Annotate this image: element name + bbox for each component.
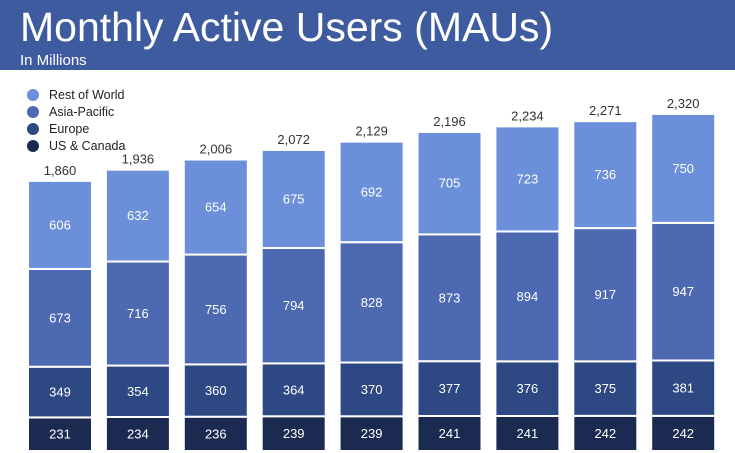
- bar-segment: [650, 359, 717, 417]
- data-label: 692: [361, 184, 383, 199]
- legend-label: Rest of World: [49, 87, 125, 102]
- bar-segment: [494, 125, 561, 233]
- bar-segment: [650, 112, 717, 224]
- header-banner: Monthly Active Users (MAUs) In Millions: [0, 0, 735, 70]
- bar-segment: [494, 414, 561, 452]
- data-label: 632: [127, 208, 149, 223]
- data-label: 756: [205, 302, 227, 317]
- legend-swatch: [27, 139, 39, 152]
- bar-segment: [104, 168, 171, 263]
- bar-segment: [104, 364, 171, 418]
- data-label: 654: [205, 200, 227, 215]
- data-label: 360: [205, 383, 227, 398]
- data-label: 364: [283, 382, 305, 397]
- bar-segment: [416, 233, 483, 363]
- data-label: 716: [127, 306, 149, 321]
- legend-item-us-canada: US & Canada: [27, 137, 125, 154]
- bar-segment: [182, 363, 249, 418]
- data-label: 377: [439, 381, 461, 396]
- data-label: 705: [439, 176, 461, 191]
- bar-segment: [260, 362, 327, 418]
- bar-segment: [494, 230, 561, 363]
- bar-segment: [650, 414, 717, 453]
- total-label: 2,271: [589, 103, 622, 118]
- total-label: 2,196: [433, 114, 466, 129]
- data-label: 354: [127, 384, 149, 399]
- bar-segment: [572, 120, 639, 230]
- legend-swatch: [27, 88, 39, 101]
- total-label: 1,860: [44, 163, 77, 178]
- data-label: 947: [672, 284, 694, 299]
- chart-title: Monthly Active Users (MAUs): [20, 4, 554, 50]
- data-label: 723: [517, 171, 539, 186]
- data-label: 241: [517, 426, 539, 441]
- total-label: 2,234: [511, 108, 544, 123]
- data-label: 375: [594, 381, 616, 396]
- data-label: 349: [49, 385, 71, 400]
- legend: Rest of World Asia-Pacific Europe US & C…: [27, 86, 125, 154]
- data-label: 917: [594, 287, 616, 302]
- data-label: 673: [49, 310, 71, 325]
- data-label: 873: [439, 290, 461, 305]
- data-label: 242: [594, 426, 616, 441]
- bar-segment: [494, 360, 561, 417]
- bar-segment: [182, 158, 249, 256]
- data-label: 894: [517, 289, 539, 304]
- bar-segment: [260, 148, 327, 250]
- data-label: 236: [205, 426, 227, 441]
- legend-item-rest-of-world: Rest of World: [27, 86, 125, 103]
- total-label: 2,129: [355, 124, 388, 139]
- legend-swatch: [27, 105, 39, 118]
- bar-segment: [416, 414, 483, 452]
- legend-item-europe: Europe: [27, 120, 125, 137]
- legend-label: Asia-Pacific: [49, 104, 115, 119]
- data-label: 750: [672, 161, 694, 176]
- data-label: 736: [594, 167, 616, 182]
- total-label: 2,006: [200, 142, 233, 157]
- bar-segment: [27, 365, 93, 419]
- legend-label: Europe: [49, 121, 90, 136]
- data-label: 231: [49, 427, 71, 442]
- bar-segment: [104, 415, 171, 452]
- bar-segment: [27, 179, 93, 270]
- data-label: 606: [49, 217, 71, 232]
- data-label: 239: [283, 426, 305, 441]
- data-label: 370: [361, 382, 383, 397]
- chart-subtitle: In Millions: [20, 52, 87, 69]
- bar-segment: [416, 130, 483, 236]
- data-label: 376: [517, 381, 539, 396]
- bar-segment: [104, 260, 171, 367]
- data-label: 675: [283, 191, 305, 206]
- total-label: 2,320: [667, 96, 700, 111]
- legend-swatch: [27, 122, 39, 135]
- legend-item-asia-pacific: Asia-Pacific: [27, 103, 125, 120]
- total-label: 1,936: [122, 152, 155, 167]
- data-label: 234: [127, 426, 149, 441]
- data-label: 794: [283, 298, 305, 313]
- legend-label: US & Canada: [49, 138, 126, 153]
- data-label: 828: [361, 295, 383, 310]
- bar-segment: [260, 247, 327, 365]
- data-label: 242: [672, 426, 694, 441]
- bar-segment: [338, 140, 405, 244]
- bar-segment: [338, 415, 405, 452]
- data-label: 381: [672, 381, 694, 396]
- data-label: 241: [439, 426, 461, 441]
- data-label: 239: [361, 426, 383, 441]
- bar-segment: [572, 227, 639, 363]
- bar-segment: [650, 221, 717, 362]
- total-label: 2,072: [277, 132, 310, 147]
- bar-segment: [338, 361, 405, 418]
